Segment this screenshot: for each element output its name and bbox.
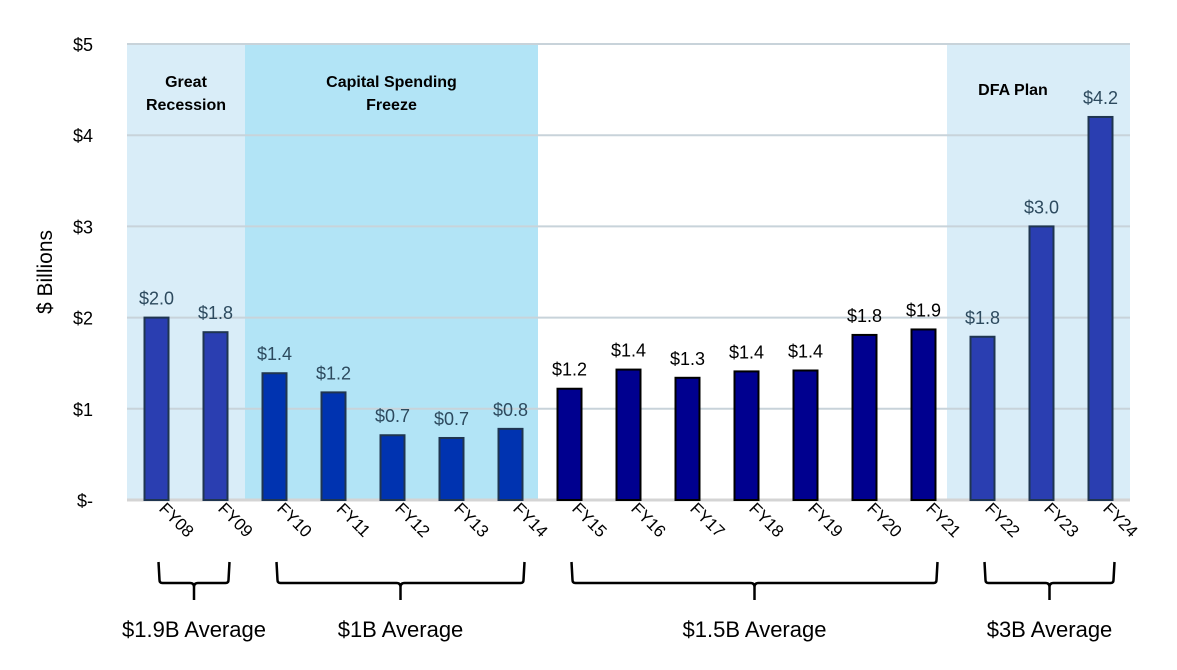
data-label: $1.4 (611, 341, 646, 361)
region-label: Capital Spending (326, 74, 457, 91)
bar (674, 376, 701, 501)
data-label: $1.2 (316, 363, 351, 383)
x-tick-label: FY12 (391, 499, 433, 541)
bar (379, 434, 406, 501)
region-labels: Great Recession Capital Spending Freeze DFA … (146, 74, 1048, 114)
x-tick-label: FY11 (333, 499, 374, 540)
x-tick-label: FY08 (155, 499, 197, 541)
bar (615, 368, 642, 502)
data-label: $0.8 (493, 400, 528, 420)
x-tick-label: FY24 (1099, 499, 1141, 541)
bar (969, 335, 996, 502)
average-label: $3B Average (987, 617, 1113, 642)
bar (851, 333, 878, 502)
brace (983, 561, 1116, 600)
y-tick-label: $- (77, 491, 93, 511)
x-tick-label: FY17 (686, 499, 728, 541)
x-tick-label: FY10 (273, 499, 315, 541)
brace (157, 561, 231, 600)
average-label: $1.9B Average (122, 617, 266, 642)
data-label: $2.0 (139, 289, 174, 309)
bars (143, 115, 1114, 502)
x-tick-label: FY13 (450, 499, 492, 541)
x-axis-ticks: FY08 FY09 FY10 FY11 FY12 FY13 FY14 FY15 FY16 FY17… (155, 499, 1141, 541)
data-label: $1.3 (670, 349, 705, 369)
brace (570, 561, 939, 600)
x-tick-label: FY16 (627, 499, 669, 541)
x-tick-label: FY18 (745, 499, 787, 541)
bar (143, 316, 170, 501)
data-label: $1.2 (552, 360, 587, 380)
bar (438, 436, 465, 502)
y-tick-label: $4 (73, 126, 93, 146)
average-braces: $1.9B Average $1B Average $1.5B Average $3B… (122, 561, 1116, 642)
data-label: $1.4 (257, 344, 292, 364)
bar (1087, 115, 1114, 502)
bar (202, 331, 229, 501)
data-label: $4.2 (1083, 88, 1118, 108)
x-tick-label: FY15 (568, 499, 610, 541)
data-label: $1.4 (788, 341, 823, 361)
data-label: $1.9 (906, 300, 941, 320)
data-labels: $2.0 $1.8 $1.4 $1.2 $0.7 $0.7 $0.8 $1.2 $1.4 $1.3… (139, 88, 1118, 429)
data-label: $1.8 (847, 306, 882, 326)
y-tick-label: $3 (73, 217, 93, 237)
x-tick-label: FY20 (863, 499, 905, 541)
region-label: Recession (146, 97, 226, 114)
average-label: $1B Average (338, 617, 464, 642)
data-label: $1.8 (965, 308, 1000, 328)
bar (733, 370, 760, 501)
data-label: $0.7 (434, 409, 469, 429)
x-tick-label: FY21 (922, 499, 964, 541)
y-tick-label: $1 (73, 400, 93, 420)
bar (1028, 225, 1055, 501)
y-tick-label: $5 (73, 35, 93, 55)
y-axis-ticks: $- $1 $2 $3 $4 $5 (73, 35, 93, 511)
bar (497, 427, 524, 502)
x-tick-label: FY14 (509, 499, 551, 541)
bar (792, 369, 819, 501)
y-tick-label: $2 (73, 309, 93, 329)
x-tick-label: FY22 (981, 499, 1023, 541)
region-label: DFA Plan (978, 82, 1048, 99)
gridlines (127, 43, 1130, 502)
data-label: $3.0 (1024, 197, 1059, 217)
x-tick-label: FY23 (1040, 499, 1082, 541)
y-axis-label: $ Billions (34, 230, 57, 314)
region-label: Freeze (366, 97, 417, 114)
shaded-region (245, 44, 538, 500)
data-label: $1.4 (729, 342, 764, 362)
x-tick-label: FY19 (804, 499, 846, 541)
bar (261, 372, 288, 501)
bar (556, 387, 583, 501)
brace (275, 561, 526, 600)
bar (910, 328, 937, 501)
bar (320, 391, 347, 501)
x-tick-label: FY09 (214, 499, 256, 541)
data-label: $0.7 (375, 406, 410, 426)
average-label: $1.5B Average (683, 617, 827, 642)
data-label: $1.8 (198, 303, 233, 323)
region-label: Great (165, 74, 207, 91)
